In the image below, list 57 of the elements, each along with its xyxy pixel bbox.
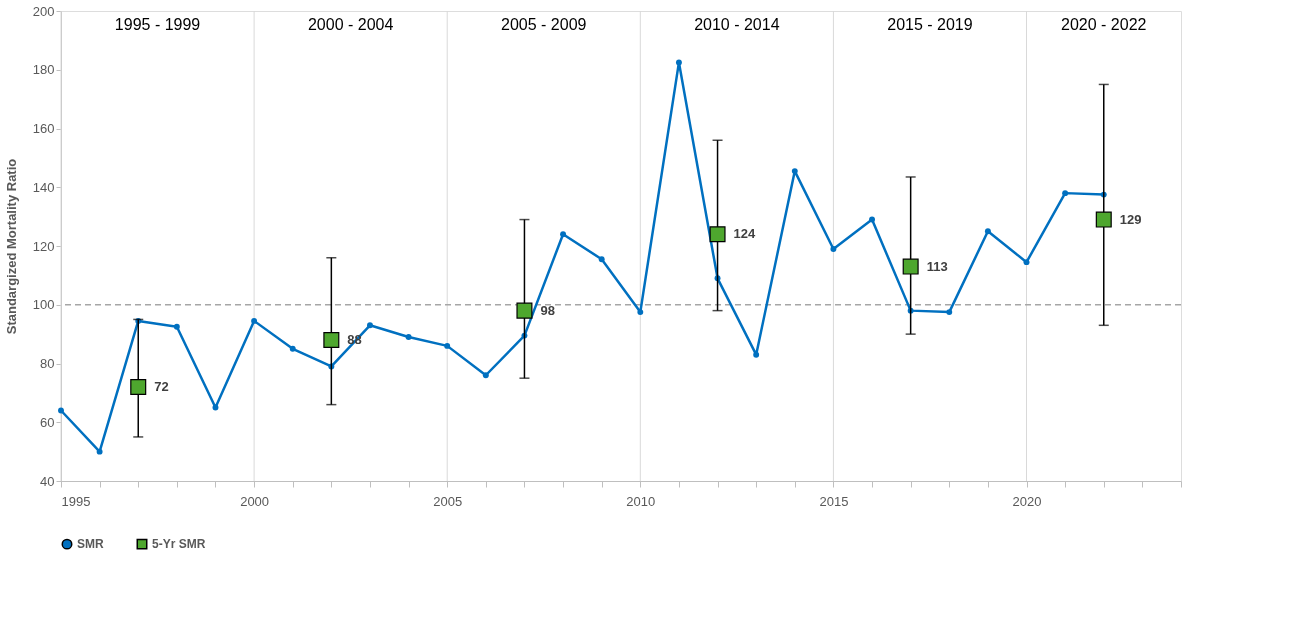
y-tick-label: 80	[40, 356, 55, 371]
annotation: 2000 - 2004	[307, 16, 394, 33]
annotation: 2020 - 2022	[1061, 16, 1147, 33]
point	[637, 309, 644, 316]
point	[212, 404, 219, 411]
point	[444, 342, 451, 349]
data-label: 98	[540, 302, 555, 318]
y-tick-label: 140	[32, 179, 55, 195]
point	[1062, 190, 1069, 197]
x-tick-label: 2000	[240, 493, 270, 509]
point	[405, 334, 412, 341]
y-tick-label: 120	[32, 238, 55, 254]
annotation: 2005 - 2009	[501, 16, 587, 33]
point	[675, 59, 682, 66]
point	[58, 407, 64, 414]
point	[1095, 211, 1112, 228]
point	[96, 448, 103, 455]
y-tick-label: 200	[32, 3, 55, 19]
point	[709, 226, 726, 243]
point	[251, 317, 258, 324]
y-tick-label: 40	[40, 473, 55, 489]
point	[367, 322, 373, 329]
x-tick-label: 2015	[819, 493, 849, 509]
y-tick-label: 180	[32, 62, 55, 78]
y-tick-label: 60	[40, 414, 55, 430]
data-label: 124	[733, 226, 757, 242]
point	[130, 378, 147, 396]
point	[598, 256, 605, 263]
point	[560, 231, 567, 238]
annotation: 2010 - 2014	[694, 16, 780, 33]
x-tick-label: 1995	[61, 493, 91, 509]
point	[516, 302, 533, 319]
data-label: 129	[1119, 211, 1142, 227]
point	[791, 168, 798, 175]
x-tick-label: 2010	[626, 493, 656, 509]
legend-label: SMR	[77, 537, 104, 552]
annotation: 1995 - 1999	[114, 16, 201, 33]
legend-label: 5-Yr SMR	[152, 537, 206, 552]
y-axis-title: Standargized Mortality Ratio	[3, 158, 19, 335]
point	[173, 323, 180, 330]
point	[902, 258, 919, 275]
data-label: 72	[154, 379, 169, 394]
x-tick-label: 2005	[433, 493, 463, 509]
x-tick-label: 2020	[1012, 493, 1042, 509]
point	[984, 228, 991, 235]
point	[946, 309, 953, 316]
annotation: 2015 - 2019	[887, 16, 973, 33]
point	[289, 345, 296, 352]
point	[830, 245, 837, 252]
y-tick-label: 160	[32, 121, 55, 136]
y-tick-label: 100	[32, 297, 55, 313]
point	[323, 331, 340, 349]
point	[869, 216, 875, 223]
point	[1023, 259, 1030, 266]
point	[482, 372, 489, 379]
data-label: 113	[926, 258, 948, 274]
point	[753, 351, 760, 358]
